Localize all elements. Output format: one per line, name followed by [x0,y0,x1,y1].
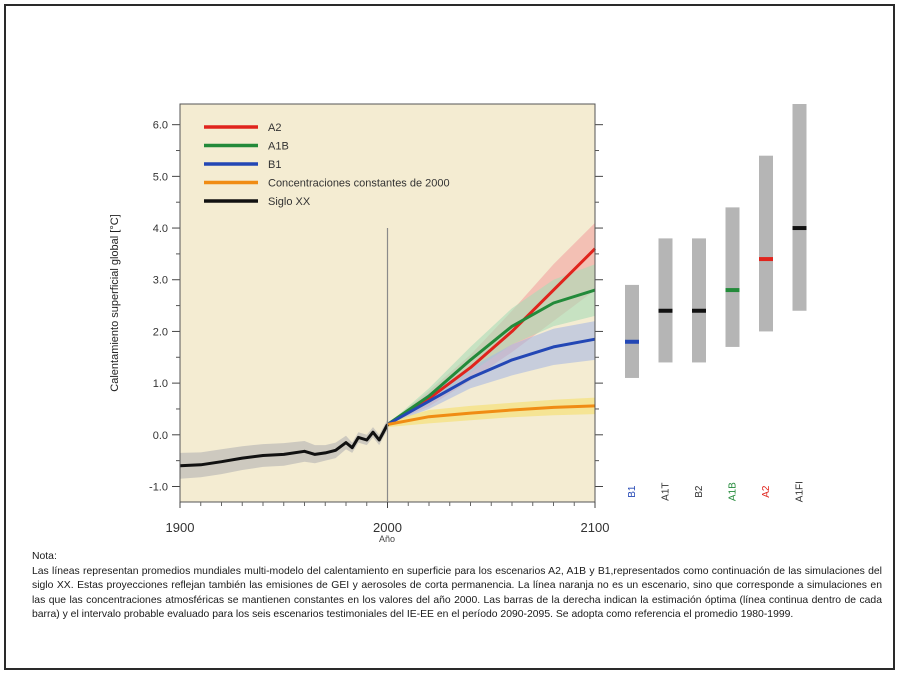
series-line-3 [387,404,596,426]
y-tick-label: 5.0 [153,171,168,183]
range-bar-B1 [625,284,639,378]
legend-label-0: A2 [268,122,281,134]
legend: A2 A1B B1 Concentraciones constantes de 200… [204,122,450,208]
band-4 [180,419,388,479]
scenario-range-bars: B1 A1T B2 A1B A2 A1FI [625,104,807,502]
x-tick-label: 2100 [581,520,610,535]
series-line-0 [386,247,597,426]
series-lines [179,247,597,468]
y-tick-label: -1.0 [149,481,168,493]
figure-frame: -1.0 0.0 1.0 2.0 3.0 4.0 5.0 6.0 1900 2000 2100 A2… [4,4,895,670]
legend-label-1: A1B [268,141,289,153]
bar-label-A1B: A1B [728,482,739,501]
x-axis-label: Año [379,534,395,544]
x-tick-label: 1900 [166,520,195,535]
temperature-chart: -1.0 0.0 1.0 2.0 3.0 4.0 5.0 6.0 1900 2000 2100 A2… [109,103,807,544]
series-line-1 [386,288,596,426]
legend-label-4: Siglo XX [268,196,311,208]
y-tick-label: 1.0 [153,378,168,390]
series-line-2 [386,337,596,426]
y-tick-label: 0.0 [153,430,168,442]
legend-label-3: Concentraciones constantes de 2000 [268,178,450,190]
legend-label-2: B1 [268,159,281,171]
axes: -1.0 0.0 1.0 2.0 3.0 4.0 5.0 6.0 1900 2000 2100 [149,104,609,535]
band-2 [387,321,595,425]
bar-label-B1: B1 [627,485,638,498]
bar-label-A1FI: A1FI [795,481,806,502]
range-bar-A2 [759,155,773,332]
note-text: Las líneas representan promedios mundial… [32,565,882,621]
y-tick-label: 6.0 [153,120,168,132]
note-block: Nota: Las líneas representan promedios m… [32,550,882,623]
range-bar-A1FI [792,104,807,311]
range-bar-B2 [692,238,706,363]
x-tick-label: 2000 [373,520,402,535]
range-bar-A1B [725,207,740,347]
y-tick-label: 2.0 [153,326,168,338]
bar-label-A2: A2 [761,485,772,498]
bar-label-A1T: A1T [661,482,672,500]
y-axis-label: Calentamiento superficial global [°C] [109,214,121,391]
series-line-4 [179,423,389,468]
range-bar-A1T [658,238,673,363]
bar-label-B2: B2 [694,485,705,498]
note-title: Nota: [32,551,57,562]
y-tick-label: 3.0 [153,275,168,287]
y-tick-label: 4.0 [153,223,168,235]
